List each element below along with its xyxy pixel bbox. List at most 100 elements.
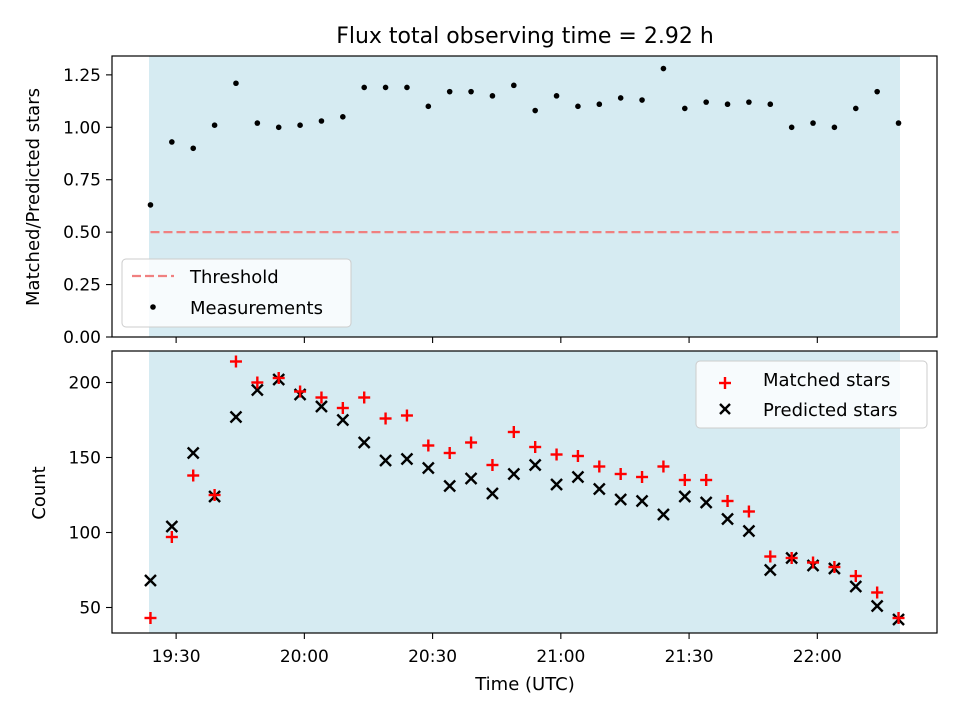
matched-star-point <box>400 409 413 422</box>
measurement-point <box>446 88 453 95</box>
ratio-y-tick-label: 0.00 <box>63 328 101 348</box>
matched-star-point <box>700 474 713 486</box>
count-y-axis: 50 100 150 200 <box>69 374 112 619</box>
predicted-star-point <box>336 413 350 427</box>
predicted-star-stroke <box>550 478 563 491</box>
measurement-point <box>831 124 838 131</box>
predicted-star-stroke <box>186 446 200 460</box>
matched-star-point <box>336 402 349 414</box>
threshold-legend-label: Threshold <box>189 267 279 288</box>
predicted-star-point <box>250 383 264 397</box>
matched-star-point <box>742 505 755 518</box>
predicted-legend-swatch <box>719 403 731 415</box>
predicted-star-stroke <box>870 599 884 613</box>
predicted-star-point <box>144 574 157 587</box>
count-legend-box <box>695 360 928 429</box>
measurement-point <box>425 103 432 110</box>
predicted-star-point <box>443 479 457 493</box>
predicted-star-stroke <box>379 454 392 467</box>
predicted-star-point <box>721 512 734 526</box>
predicted-star-point <box>315 400 328 413</box>
measurement-point <box>297 122 303 129</box>
matched-legend-label: Matched stars <box>763 370 890 391</box>
measurement-point <box>468 88 474 95</box>
predicted-star-point <box>379 454 392 467</box>
measurement-point <box>553 93 560 99</box>
matched-star-point <box>764 550 777 563</box>
matched-star-point <box>187 469 200 482</box>
ratio-y-tick-label: 0.25 <box>63 276 101 296</box>
matched-star-point <box>165 531 178 543</box>
predicted-star-stroke <box>464 472 478 485</box>
matched-star-point <box>678 474 691 486</box>
measurement-point <box>767 101 774 108</box>
measurement-point <box>147 202 154 208</box>
count-y-tick-label: 100 <box>69 524 101 544</box>
predicted-star-stroke <box>421 461 435 475</box>
matched-star-point <box>144 612 157 624</box>
ratio-y-axis-label: Matched/Predicted stars <box>23 88 44 306</box>
predicted-star-point <box>229 410 243 424</box>
x-tick-label: 22:00 <box>793 647 842 667</box>
count-y-axis-label: Count <box>29 466 50 519</box>
count-x-axis: 19:30 20:00 20:30 21:00 21:30 22:00 <box>152 633 842 667</box>
predicted-star-stroke <box>635 494 649 508</box>
count-y-tick-label: 200 <box>69 374 101 394</box>
predicted-star-stroke <box>507 467 521 481</box>
matched-star-point <box>550 448 563 461</box>
ratio-legend-box <box>121 258 352 328</box>
predicted-star-stroke <box>144 574 157 587</box>
predicted-star-stroke <box>336 413 350 427</box>
x-tick-label: 20:00 <box>280 647 329 667</box>
measurement-point <box>275 124 282 131</box>
measurement-point <box>681 105 688 112</box>
measurement-point <box>724 101 731 108</box>
predicted-star-stroke <box>357 436 371 449</box>
measurement-point <box>511 82 517 89</box>
matched-star-point <box>571 450 584 462</box>
predicted-star-stroke <box>250 383 264 397</box>
matched-star-point <box>465 436 478 449</box>
predicted-star-point <box>678 490 692 503</box>
matched-star-point <box>657 460 670 473</box>
measurement-point <box>746 99 752 105</box>
predicted-star-point <box>486 487 499 500</box>
predicted-star-stroke <box>849 580 863 593</box>
count-axes-frame <box>111 350 938 634</box>
predicted-star-stroke <box>315 400 328 413</box>
predicted-star-stroke <box>443 479 457 493</box>
ratio-legend: Threshold Measurements <box>121 258 352 328</box>
predicted-star-point <box>507 467 521 481</box>
measurement-point <box>361 84 368 91</box>
predicted-star-stroke <box>699 496 713 509</box>
ratio-x-ticks <box>175 337 818 343</box>
measurement-point <box>852 105 859 112</box>
predicted-star-stroke <box>678 490 692 503</box>
matched-star-point <box>721 495 734 507</box>
x-tick-label: 19:30 <box>152 647 201 667</box>
matched-star-point <box>486 459 499 471</box>
predicted-star-point <box>614 493 628 506</box>
count-legend: Matched stars Predicted stars <box>695 360 928 429</box>
ratio-marks <box>147 65 902 234</box>
matched-star-point <box>507 426 520 438</box>
predicted-star-point <box>421 461 435 475</box>
matched-star-point <box>807 556 820 569</box>
measurement-point <box>190 145 197 152</box>
predicted-star-point <box>657 508 670 521</box>
measurement-point <box>810 120 816 126</box>
matched-star-point <box>614 468 627 480</box>
predicted-star-point <box>357 436 371 449</box>
matched-star-point <box>379 412 392 425</box>
matched-star-point <box>892 612 905 624</box>
predicted-star-stroke <box>486 487 499 500</box>
predicted-star-point <box>849 580 863 593</box>
measurement-point <box>596 101 603 108</box>
ratio-y-tick-label: 0.75 <box>63 171 101 191</box>
measurement-point <box>254 120 261 126</box>
predicted-star-stroke <box>614 493 628 506</box>
count-marks <box>144 355 905 626</box>
predicted-star-stroke <box>721 512 734 526</box>
measurement-point <box>382 84 389 91</box>
